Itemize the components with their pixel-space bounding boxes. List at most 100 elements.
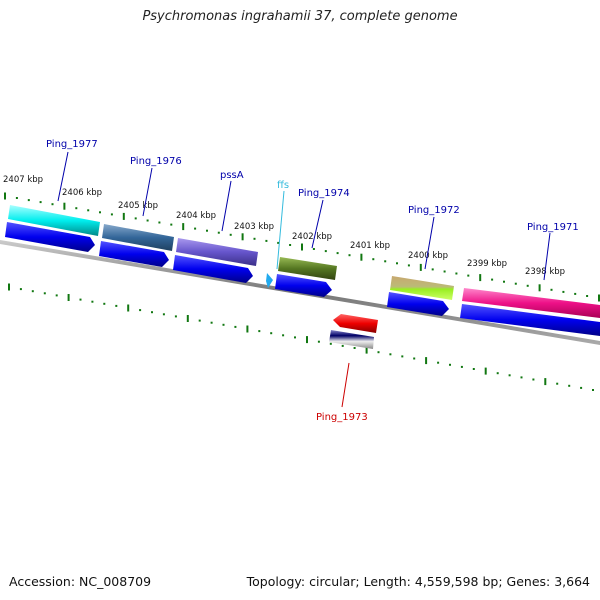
minor-tick (270, 332, 273, 335)
upper-scale-ticks (4, 192, 600, 302)
major-tick (301, 243, 303, 251)
label-connector (311, 199, 324, 249)
minor-tick (407, 264, 410, 267)
gene-feature-ping-1974[interactable] (278, 257, 337, 280)
kbp-label: 2401 kbp (350, 241, 390, 251)
minor-tick (217, 231, 220, 234)
major-tick (365, 346, 368, 354)
major-tick (241, 233, 244, 241)
label-connector (341, 362, 350, 408)
gene-feature-ping-1977[interactable] (8, 205, 100, 236)
major-tick (8, 283, 10, 291)
gene-label-ping-1977: Ping_1977 (46, 139, 98, 150)
gene-row-top (8, 205, 600, 318)
major-tick (306, 336, 308, 344)
cds-arrow[interactable] (275, 274, 332, 297)
minor-tick (206, 229, 208, 232)
cds-arrow[interactable] (460, 304, 600, 336)
minor-tick (336, 252, 339, 255)
minor-tick (514, 282, 517, 285)
cds-arrow[interactable] (99, 241, 169, 267)
major-tick (127, 304, 130, 312)
minor-tick (15, 197, 18, 199)
major-tick (182, 223, 185, 231)
gene-feature-ping-1971[interactable] (462, 288, 600, 318)
minor-tick (437, 361, 440, 364)
gene-label-ping-1972: Ping_1972 (408, 205, 460, 216)
minor-tick (43, 292, 46, 295)
minor-tick (508, 374, 511, 377)
minor-tick (491, 278, 494, 281)
minor-tick (79, 298, 82, 301)
minor-tick (210, 321, 213, 324)
minor-tick (103, 302, 106, 305)
label-connector (276, 190, 285, 270)
minor-tick (170, 223, 173, 226)
minor-tick (27, 199, 30, 202)
minor-tick (294, 336, 296, 339)
gene-feature-ping-1973-stripe[interactable] (329, 330, 374, 349)
kbp-label: 2404 kbp (176, 211, 216, 221)
minor-tick (324, 250, 327, 253)
minor-tick (526, 284, 529, 287)
major-tick (122, 212, 125, 220)
minor-tick (134, 217, 137, 220)
kbp-label: 2400 kbp (408, 251, 448, 261)
minor-tick (39, 201, 42, 204)
minor-tick (503, 280, 505, 283)
minor-tick (289, 244, 292, 246)
gene-label-ping-1971: Ping_1971 (527, 222, 579, 233)
gene-feature-ping-1972[interactable] (390, 276, 454, 300)
minor-tick (194, 227, 197, 230)
minor-tick (341, 344, 344, 347)
minor-tick (384, 260, 387, 263)
major-tick (246, 325, 249, 333)
gene-feature-ping-1976[interactable] (102, 224, 174, 251)
minor-tick (580, 386, 583, 389)
map-title: Psychromonas ingrahamii 37, complete gen… (142, 9, 458, 24)
minor-tick (312, 248, 315, 250)
minor-tick (99, 211, 101, 214)
minor-tick (110, 213, 113, 216)
cds-arrow[interactable] (173, 255, 253, 283)
minor-tick (396, 262, 398, 265)
major-tick (544, 378, 547, 386)
minor-tick (174, 315, 177, 318)
minor-tick (146, 219, 149, 222)
minor-tick (31, 290, 34, 293)
gene-row-reverse (329, 314, 378, 349)
kbp-label: 2405 kbp (118, 201, 158, 211)
major-tick (484, 367, 487, 375)
minor-tick (472, 368, 475, 370)
minor-tick (229, 233, 232, 236)
minor-tick (443, 270, 446, 273)
major-tick (63, 202, 66, 210)
label-connector (543, 232, 551, 281)
minor-tick (151, 311, 153, 314)
minor-tick (353, 347, 356, 349)
minor-tick (556, 382, 559, 385)
minor-tick (91, 300, 94, 303)
minor-tick (162, 313, 165, 316)
minor-tick (19, 288, 22, 291)
gene-label-ping-1973: Ping_1973 (316, 412, 368, 423)
genome-summary-text: Topology: circular; Length: 4,559,598 bp… (246, 574, 590, 589)
minor-tick (592, 389, 594, 391)
major-tick (4, 192, 6, 200)
cds-arrow[interactable] (5, 222, 95, 252)
ffs-arrow[interactable] (266, 273, 273, 288)
label-connector (142, 167, 153, 217)
minor-tick (413, 357, 416, 360)
gene-labels: Ping_1977 Ping_1976 pssA ffs Ping_1974 P… (46, 139, 579, 423)
gene-label-ping-1976: Ping_1976 (130, 156, 182, 167)
label-connector (57, 151, 69, 202)
cds-arrow[interactable] (387, 292, 449, 316)
lower-scale-ticks (8, 283, 594, 391)
minor-tick (51, 203, 54, 206)
minor-tick (198, 319, 201, 322)
gene-feature-ping-1973[interactable] (333, 314, 378, 333)
gene-feature-pssa[interactable] (176, 238, 258, 266)
minor-tick (222, 323, 225, 326)
minor-tick (158, 221, 161, 224)
